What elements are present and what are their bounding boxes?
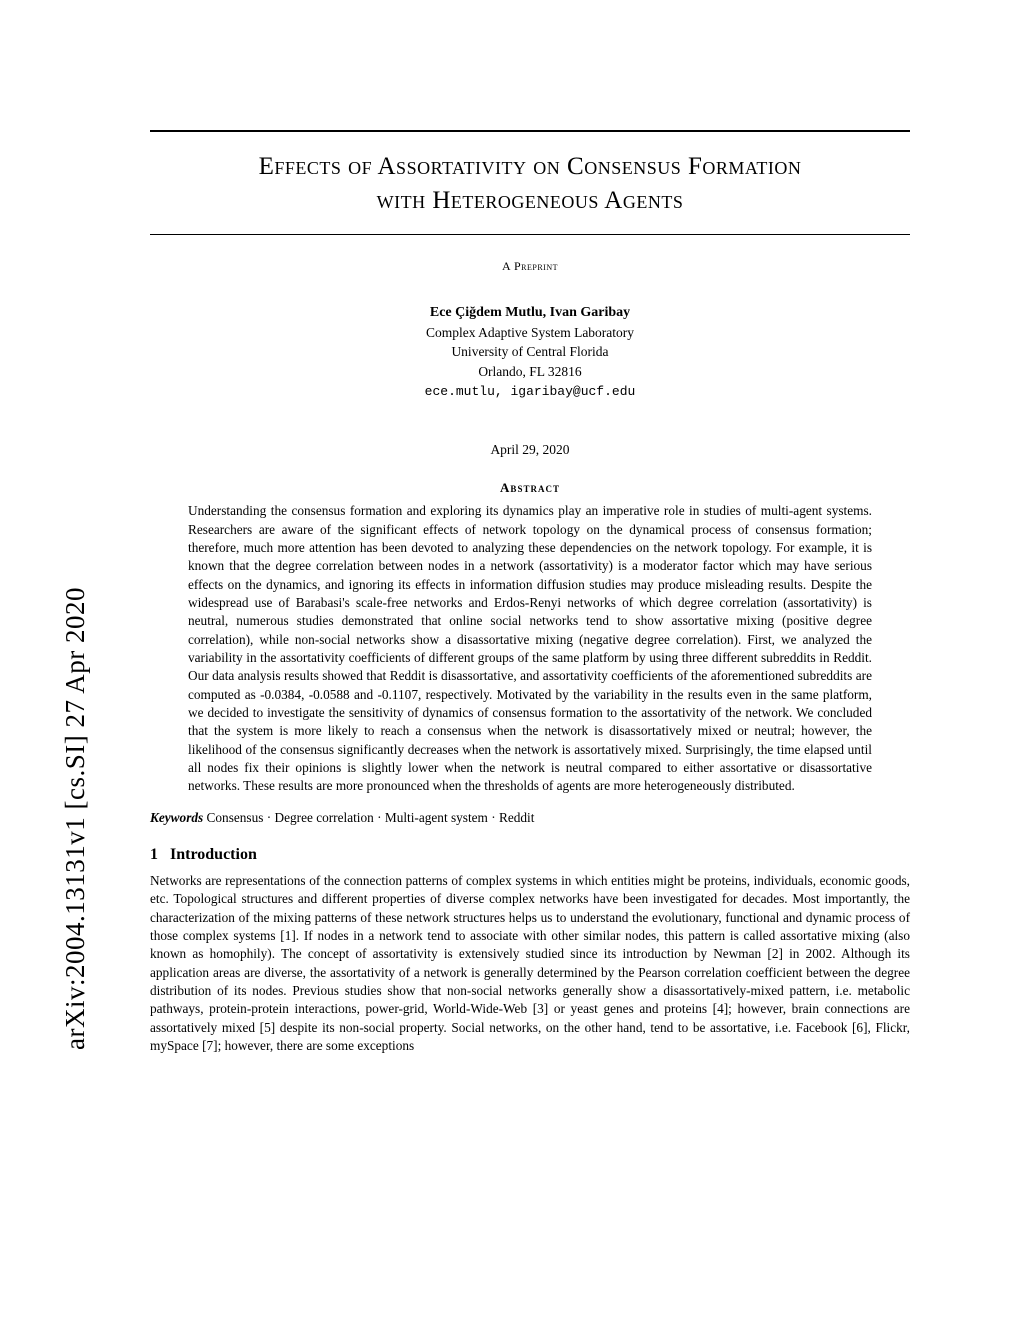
university: University of Central Florida (150, 342, 910, 362)
section-1-number: 1 (150, 846, 158, 863)
paper-title: Effects of Assortativity on Consensus Fo… (150, 150, 910, 218)
location: Orlando, FL 32816 (150, 362, 910, 382)
keywords-label: Keywords (150, 810, 203, 825)
title-line-1: Effects of Assortativity on Consensus Fo… (259, 153, 802, 180)
section-1-title: Introduction (170, 846, 257, 863)
abstract-heading: Abstract (150, 480, 910, 496)
section-1-heading: 1 Introduction (150, 846, 910, 864)
abstract-body: Understanding the consensus formation an… (188, 502, 872, 796)
top-rule (150, 130, 910, 132)
title-line-2: with Heterogeneous Agents (377, 187, 684, 214)
affiliation: Complex Adaptive System Laboratory (150, 323, 910, 343)
author-names: Ece Çiğdem Mutlu, Ivan Garibay (430, 305, 630, 320)
page-content: Effects of Assortativity on Consensus Fo… (0, 0, 1020, 1320)
author-emails: ece.mutlu, igaribay@ucf.edu (425, 384, 636, 399)
arxiv-stamp: arXiv:2004.13131v1 [cs.SI] 27 Apr 2020 (60, 587, 91, 1050)
title-block: Effects of Assortativity on Consensus Fo… (150, 130, 910, 235)
authors-block: Ece Çiğdem Mutlu, Ivan Garibay Complex A… (150, 302, 910, 403)
keywords-line: Keywords Consensus · Degree correlation … (150, 810, 910, 826)
preprint-label: A Preprint (150, 259, 910, 274)
bottom-rule (150, 234, 910, 235)
keywords-text: Consensus · Degree correlation · Multi-a… (203, 810, 534, 825)
paper-date: April 29, 2020 (150, 442, 910, 458)
intro-paragraph: Networks are representations of the conn… (150, 872, 910, 1055)
